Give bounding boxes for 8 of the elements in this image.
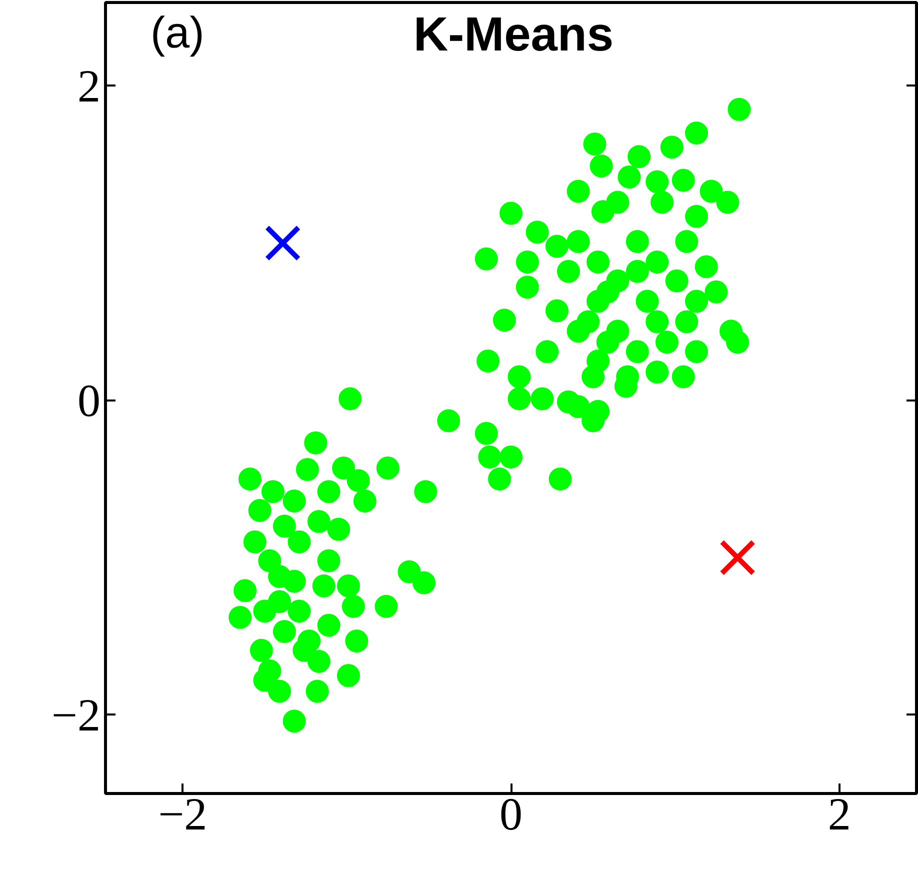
chart-title: K-Means [413,8,614,62]
x-tick-label: −2 [158,788,208,840]
x-tick-label: 0 [500,788,522,840]
y-tick-label: 0 [78,374,100,426]
y-tick-label: −2 [52,689,101,740]
x-tick-label: 2 [828,788,851,840]
y-tick-label: 2 [78,60,100,112]
annotation: (a) [150,8,204,58]
